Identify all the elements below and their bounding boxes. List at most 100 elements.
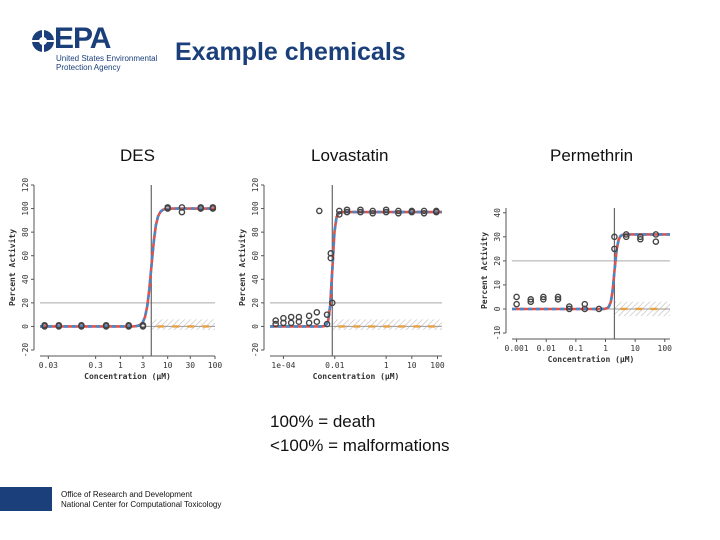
x-tick-label: 1 (118, 361, 123, 370)
fit-curve-blue (270, 210, 442, 328)
y-tick-label: 20 (21, 298, 30, 308)
noise-band (151, 319, 215, 330)
y-tick-label: 30 (493, 232, 502, 242)
fit-curve-blue (40, 207, 215, 328)
data-point (595, 305, 603, 313)
y-tick-label: 0 (251, 324, 260, 329)
fit-curve-blue (512, 233, 670, 311)
epa-logo-text: EPA (54, 22, 111, 55)
data-point (420, 209, 428, 217)
data-point (433, 207, 440, 215)
x-tick-label: 3 (141, 361, 146, 370)
data-point (527, 298, 535, 306)
x-tick-label: 0.01 (325, 361, 344, 370)
des-chart: -20 0 20 40 60 80 100 120 0.03 0.3 1 3 10 30 100 Concen… (7, 178, 223, 381)
y-tick-label: 40 (251, 274, 260, 284)
x-tick-label: 1e-04 (271, 361, 295, 370)
x-tick-label: 10 (407, 361, 417, 370)
x-tick-label: 0.3 (88, 361, 103, 370)
data-point (369, 209, 377, 217)
data-point (305, 312, 313, 320)
data-point (343, 208, 351, 216)
data-point (540, 293, 547, 301)
x-tick-label: 10 (630, 344, 640, 353)
x-axis-label: Concentration (µM) (548, 354, 635, 364)
data-point (323, 320, 331, 328)
y-tick-label: 120 (251, 178, 260, 193)
data-point (125, 321, 133, 329)
data-point (540, 296, 547, 303)
data-point (178, 204, 186, 211)
y-axis-label: Percent Activity (479, 232, 489, 309)
data-point (554, 293, 562, 301)
data-point (343, 206, 351, 214)
data-point (313, 308, 321, 316)
data-point (327, 250, 335, 257)
data-point (408, 207, 416, 215)
legend-note: 100% = death <100% = malformations (270, 410, 450, 458)
y-axis-label: Percent Activity (237, 229, 247, 306)
data-point (323, 311, 331, 318)
data-point (369, 207, 377, 215)
data-point (382, 206, 390, 214)
y-tick-label: -20 (251, 343, 260, 358)
x-tick-label: 1 (603, 344, 608, 353)
y-tick-label: 40 (21, 274, 30, 284)
footer: Office of Research and Development Natio… (61, 490, 221, 510)
x-tick-label: 0.1 (569, 344, 584, 353)
footer-bar (0, 487, 52, 511)
data-point (513, 300, 520, 308)
data-point (527, 296, 535, 303)
data-point (357, 208, 364, 216)
data-point (637, 233, 644, 241)
epa-flower-icon (32, 30, 54, 52)
x-tick-label: 10 (163, 361, 173, 370)
y-tick-label: 0 (493, 306, 502, 311)
data-point (102, 321, 110, 329)
data-point (139, 321, 147, 329)
fit-curve-red (40, 207, 215, 328)
data-point (328, 299, 336, 307)
y-tick-label: 0 (21, 324, 30, 329)
data-point (313, 318, 321, 326)
chart-title-des: DES (120, 146, 155, 165)
y-tick-label: 20 (251, 298, 260, 308)
y-tick-label: 120 (21, 178, 30, 193)
x-tick-label: 100 (658, 344, 673, 353)
page-title: Example chemicals (175, 38, 406, 66)
data-point (55, 321, 63, 329)
note-line-malformations: <100% = malformations (270, 436, 450, 455)
x-tick-label: 1 (384, 361, 389, 370)
y-tick-label: -20 (21, 343, 30, 358)
y-tick-label: 80 (21, 227, 30, 237)
data-point (637, 235, 644, 243)
x-tick-label: 100 (208, 361, 223, 370)
footer-line-center: National Center for Computational Toxico… (61, 500, 222, 509)
data-point (565, 303, 573, 310)
data-point (513, 293, 520, 301)
y-tick-label: 10 (493, 280, 502, 290)
note-line-death: 100% = death (270, 412, 376, 431)
data-point (335, 207, 343, 215)
data-point (652, 231, 660, 238)
data-point (78, 321, 85, 329)
data-point (395, 207, 402, 215)
x-axis-label: Concentration (µM) (84, 371, 171, 381)
data-point (565, 305, 573, 313)
data-point (622, 231, 630, 238)
fit-curve-red (512, 233, 670, 311)
data-point (335, 211, 343, 218)
noise-band (332, 319, 442, 330)
data-point (382, 208, 390, 216)
y-tick-label: 100 (21, 201, 30, 216)
data-point (287, 313, 295, 321)
data-point (305, 319, 313, 327)
y-tick-label: 100 (251, 201, 260, 216)
data-point (272, 317, 279, 324)
x-tick-label: 30 (185, 361, 195, 370)
data-point (164, 204, 171, 211)
y-tick-label: 20 (493, 256, 502, 266)
y-tick-label: 80 (251, 227, 260, 237)
data-point (357, 206, 364, 214)
data-point (581, 300, 589, 308)
